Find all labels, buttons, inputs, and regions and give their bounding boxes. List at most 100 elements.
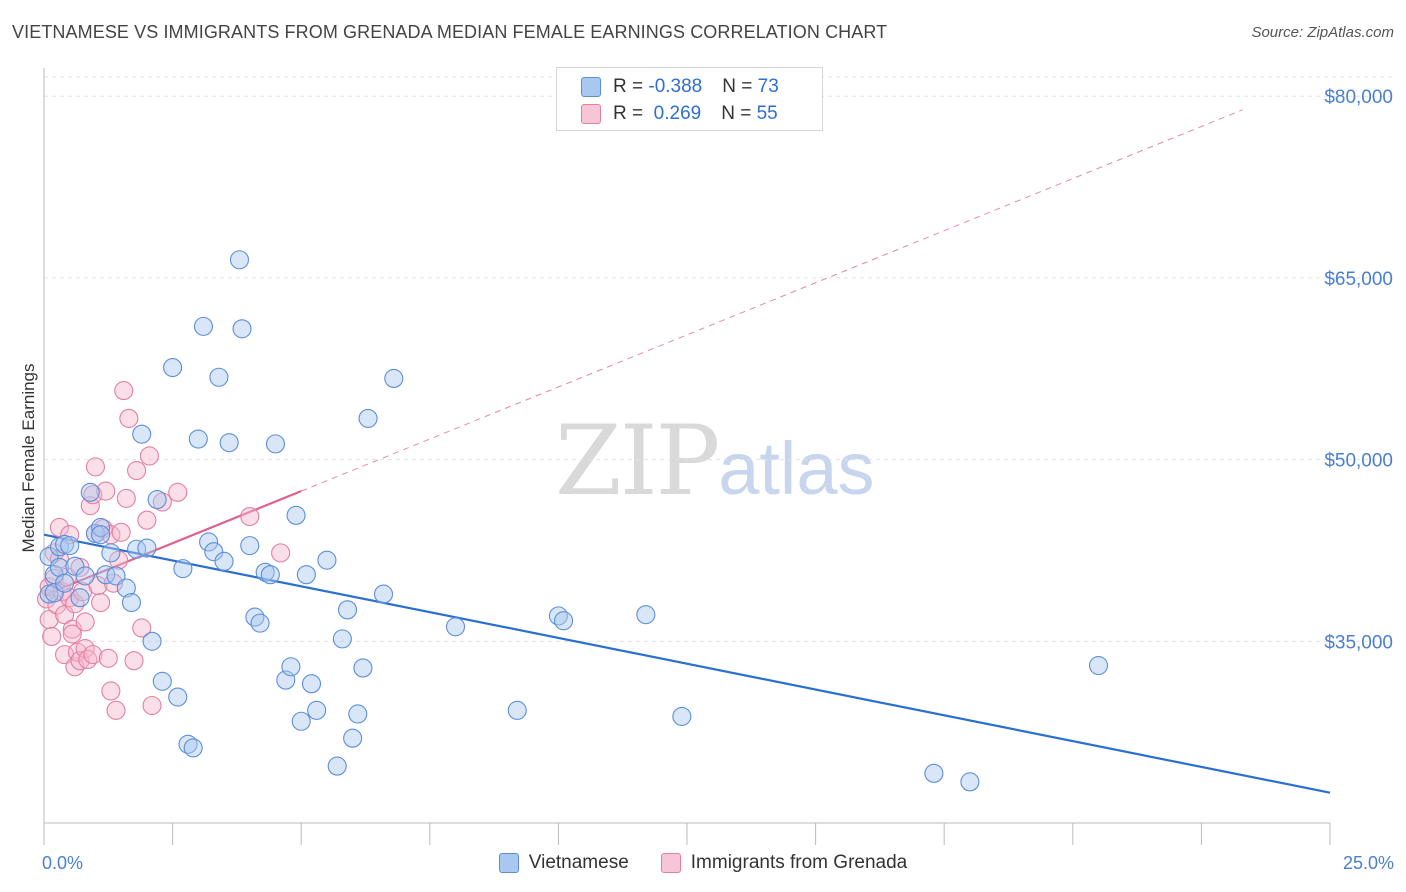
vietnamese-point: [91, 525, 111, 545]
legend-row-grenada: R = 0.269 N = 55: [581, 102, 778, 126]
grenada-point: [62, 624, 82, 644]
grenada-point: [96, 481, 116, 501]
grenada-point: [137, 510, 157, 530]
vietnamese-point: [358, 408, 378, 428]
vietnamese-point: [260, 565, 280, 585]
legend-n-label: N =: [721, 103, 757, 124]
vietnamese-point: [636, 605, 656, 625]
vietnamese-point: [178, 734, 198, 754]
vietnamese-point: [80, 482, 100, 502]
vietnamese-point: [353, 658, 373, 678]
vietnamese-point: [229, 250, 250, 270]
x-tick-label: 25.0%: [1343, 853, 1394, 873]
vietnamese-point: [250, 613, 270, 633]
vietnamese-point: [507, 700, 527, 720]
legend-label-grenada: Immigrants from Grenada: [690, 852, 908, 873]
correlation-legend: R = -0.388 N = 73 R = 0.269 N = 55: [556, 67, 823, 131]
vietnamese-point: [924, 763, 944, 783]
vietnamese-point: [183, 738, 203, 758]
vietnamese-point: [44, 583, 64, 603]
vietnamese-point: [91, 517, 111, 537]
grenada-trend: [43, 109, 1243, 597]
vietnamese-point: [286, 505, 306, 525]
vietnamese-point: [163, 358, 183, 378]
grenada-points: [37, 381, 291, 720]
legend-row-vietnamese: R = -0.388 N = 73: [581, 75, 779, 99]
legend-item-vietnamese: Vietnamese: [498, 852, 629, 874]
grenada-point: [91, 592, 111, 613]
blue-swatch: [581, 77, 601, 97]
vietnamese-point: [116, 578, 136, 598]
vietnamese-point: [209, 367, 229, 387]
vietnamese-point: [296, 565, 316, 585]
grenada-point: [271, 543, 291, 563]
x-tick-labels: 0.0% 25.0%: [42, 853, 1394, 873]
grenada-point: [124, 651, 144, 671]
vietnamese-point: [55, 573, 75, 593]
vietnamese-point: [332, 629, 352, 649]
pink-swatch: [581, 104, 601, 124]
y-axis-label: Median Female Earnings: [19, 364, 38, 553]
grenada-point: [109, 550, 129, 570]
vietnamese-point: [281, 657, 301, 677]
x-tick-label: 0.0%: [42, 853, 83, 873]
pink-swatch: [660, 853, 681, 873]
legend-r-value: 0.269: [648, 103, 702, 124]
vietnamese-point: [445, 617, 466, 637]
vietnamese-point: [343, 728, 363, 748]
grenada-point: [85, 457, 105, 477]
vietnamese-trend-line: [43, 533, 1331, 794]
grenada-point: [168, 482, 188, 502]
vietnamese-point: [60, 536, 80, 556]
vietnamese-point: [291, 711, 311, 731]
watermark-atlas: atlas: [718, 427, 875, 510]
series-legend: Vietnamese Immigrants from Grenada: [0, 852, 1406, 874]
legend-n-label: N =: [722, 76, 758, 97]
grenada-point: [111, 522, 131, 542]
vietnamese-point: [193, 316, 214, 336]
legend-n-value: 73: [757, 76, 779, 97]
vietnamese-point: [307, 700, 327, 720]
grenada-point: [83, 645, 103, 665]
watermark: ZIPatlas: [555, 405, 875, 517]
grenada-point: [101, 681, 121, 701]
grenada-point: [127, 460, 147, 481]
grenada-point: [60, 525, 80, 545]
vietnamese-point: [265, 434, 286, 454]
vietnamese-point: [672, 706, 692, 726]
y-tick-label: $35,000: [1324, 632, 1393, 653]
vietnamese-point: [173, 559, 193, 579]
grenada-point: [88, 576, 108, 596]
vietnamese-point: [49, 537, 69, 557]
vietnamese-point: [75, 566, 95, 586]
vietnamese-point: [317, 550, 337, 570]
vietnamese-point: [960, 772, 980, 792]
grenada-point: [240, 506, 260, 527]
vietnamese-point: [214, 551, 234, 571]
vietnamese-point: [232, 319, 252, 339]
grenada-point: [152, 492, 172, 512]
grenada-point: [114, 381, 134, 401]
chart-title: VIETNAMESE VS IMMIGRANTS FROM GRENADA ME…: [12, 22, 888, 42]
grenada-point: [65, 594, 85, 614]
vietnamese-point: [70, 588, 90, 608]
legend-r-label: R =: [613, 103, 649, 124]
grenada-point: [119, 408, 139, 428]
vietnamese-point: [137, 538, 157, 558]
blue-swatch: [498, 853, 519, 873]
vietnamese-point: [1088, 655, 1109, 676]
vietnamese-point: [142, 631, 162, 651]
legend-r-value: -0.388: [648, 76, 703, 97]
vietnamese-point: [132, 424, 152, 444]
vietnamese-point: [152, 671, 172, 691]
grenada-point: [83, 485, 103, 505]
y-tick-label: $80,000: [1324, 87, 1393, 108]
vietnamese-point: [101, 543, 121, 563]
gridlines: [44, 76, 1392, 642]
vietnamese-point: [384, 368, 404, 389]
grenada-point: [106, 700, 126, 720]
vietnamese-point: [301, 674, 322, 694]
vietnamese-point: [240, 536, 260, 556]
vietnamese-point: [327, 756, 347, 776]
